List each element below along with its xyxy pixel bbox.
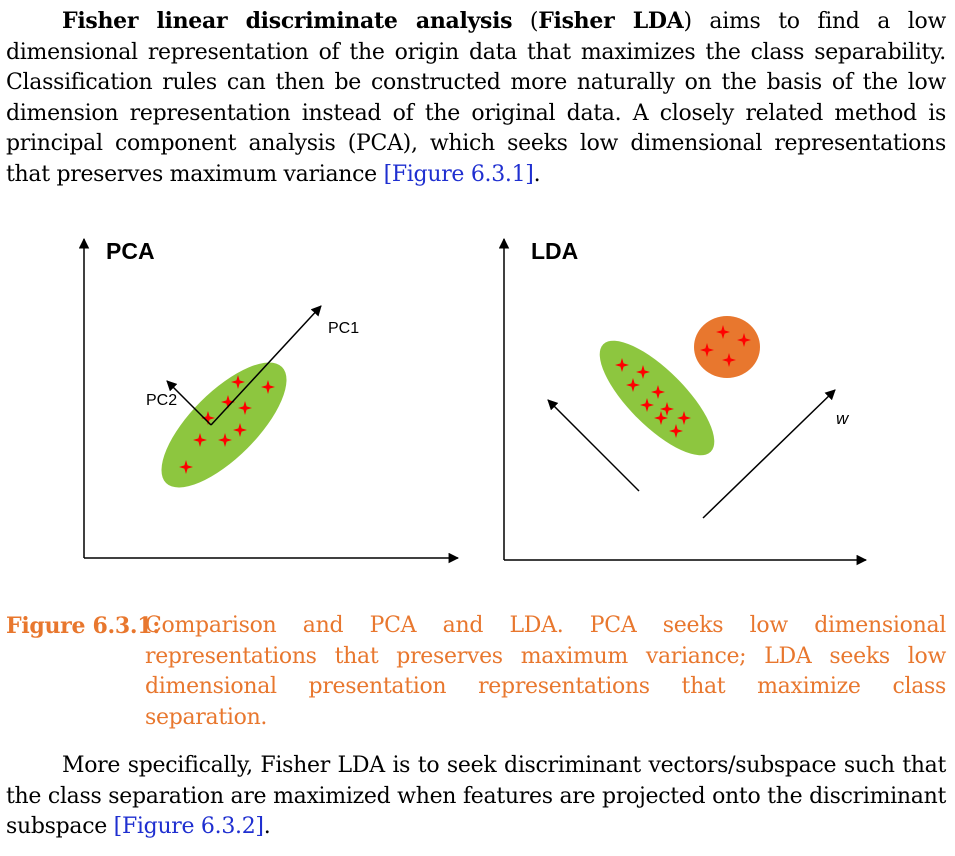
- caption-label: Figure 6.3.1:: [6, 613, 161, 639]
- lda-w-direction-arrow: [702, 389, 836, 519]
- pca-data-ellipse: [161, 362, 287, 488]
- figure-6-3-1-link[interactable]: [Figure 6.3.1]: [383, 161, 534, 187]
- followup-text: More specifically, Fisher LDA is to seek…: [6, 753, 946, 839]
- lda-left-direction-arrow: [547, 399, 640, 492]
- figure-caption: Figure 6.3.1: Comparison and PCA and LDA…: [6, 611, 946, 733]
- fisher-lda-term: Fisher linear discriminate analysis: [62, 8, 513, 34]
- followup-end: .: [263, 814, 271, 839]
- caption-text: Comparison and PCA and LDA. PCA seeks lo…: [145, 613, 946, 730]
- lda-orange-class-ellipse: [694, 316, 760, 378]
- intro-text: ) aims to find a low dimensional represe…: [6, 9, 946, 187]
- lda-panel: LDA w: [498, 237, 868, 566]
- pc1-label: PC1: [328, 320, 359, 337]
- fisher-lda-abbr: Fisher LDA: [538, 8, 684, 34]
- w-label: w: [836, 409, 850, 428]
- lda-green-class-ellipse: [599, 340, 715, 456]
- pc2-label: PC2: [146, 392, 177, 409]
- pca-panel: PCA PC1 PC2: [78, 237, 460, 564]
- figure-6-3-2-link[interactable]: [Figure 6.3.2]: [113, 814, 264, 839]
- intro-end: .: [533, 161, 541, 187]
- pca-lda-figure: PCA PC1 PC2 LDA: [0, 225, 955, 585]
- lda-title: LDA: [531, 238, 578, 264]
- figure-svg: PCA PC1 PC2 LDA: [78, 237, 868, 566]
- intro-paragraph: Fisher linear discriminate analysis (Fis…: [6, 6, 946, 190]
- pc2-arrow: [166, 380, 212, 426]
- pc1-arrow: [210, 305, 322, 426]
- open-paren: (: [512, 9, 539, 34]
- followup-paragraph: More specifically, Fisher LDA is to seek…: [6, 751, 946, 843]
- pca-title: PCA: [106, 238, 155, 264]
